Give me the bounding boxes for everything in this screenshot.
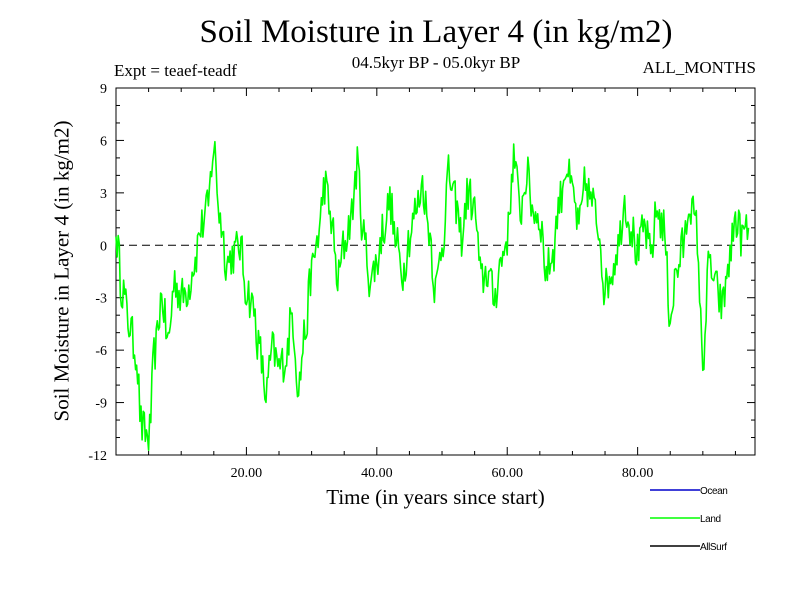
x-tick-label: 80.00 — [622, 466, 654, 481]
chart-subtitle: 04.5kyr BP - 05.0kyr BP — [351, 53, 521, 72]
y-tick-label: 9 — [100, 82, 107, 97]
legend-label-land: Land — [700, 514, 721, 525]
period-label: ALL_MONTHS — [642, 58, 756, 77]
x-tick-label: 20.00 — [231, 466, 263, 481]
y-tick-label: -9 — [95, 397, 107, 412]
x-axis-label: Time (in years since start) — [326, 485, 545, 509]
legend-label-ocean: Ocean — [700, 486, 727, 497]
y-tick-label: -3 — [95, 292, 107, 307]
legend: Ocean Land AllSurf — [650, 486, 728, 553]
y-axis-label: Soil Moisture in Layer 4 (in kg/m2) — [49, 120, 74, 422]
plot-area-frame — [115, 87, 756, 456]
x-tick-label: 40.00 — [361, 466, 393, 481]
series-layer — [115, 140, 750, 452]
y-tick-label: 0 — [100, 239, 107, 254]
y-tick-label: 6 — [100, 134, 107, 149]
y-tick-label: -6 — [95, 344, 107, 359]
y-tick-label: -12 — [88, 449, 107, 464]
experiment-label: Expt = teaef-teadf — [114, 61, 237, 80]
ticks-layer: 9 6 3 0 -3 -6 -9 -12 20.00 40.00 60.00 80.00 — [88, 82, 755, 481]
y-tick-label: 3 — [100, 187, 107, 202]
chart-title: Soil Moisture in Layer 4 (in kg/m2) — [199, 14, 673, 50]
series-line-land — [115, 140, 750, 452]
x-tick-label: 60.00 — [491, 466, 523, 481]
legend-label-allsurf: AllSurf — [700, 542, 727, 553]
